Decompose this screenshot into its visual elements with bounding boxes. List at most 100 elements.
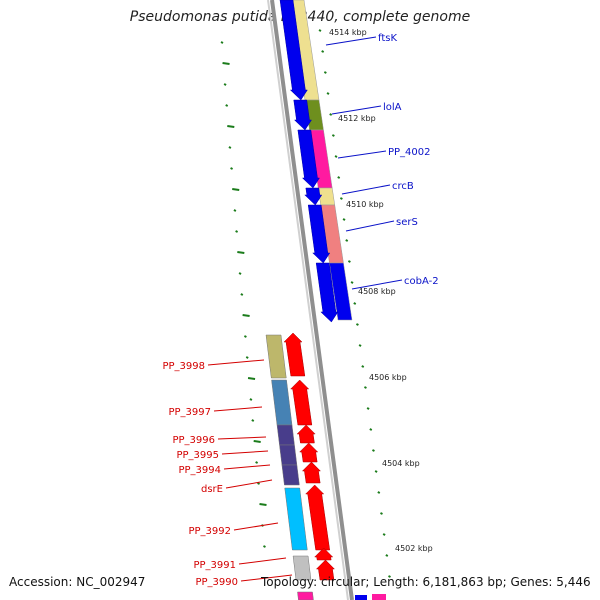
gene-block-PP_3991 <box>292 555 312 581</box>
tick-mark <box>240 293 244 296</box>
tick-mark <box>242 314 250 317</box>
leader-line <box>240 574 293 582</box>
tick-mark <box>255 461 259 464</box>
tick-mark <box>253 440 261 443</box>
scale-label: 4504 kbp <box>382 459 420 468</box>
gene-block-PP_3995 <box>279 444 298 466</box>
tick-mark <box>329 113 333 116</box>
tick-mark <box>263 545 266 548</box>
partial-cds <box>355 595 367 600</box>
gene-label-PP_3997: PP_3997 <box>168 407 211 418</box>
leader-line <box>217 436 267 440</box>
tick-mark <box>337 176 341 179</box>
tick-mark <box>363 386 367 389</box>
gene-label-lolA: lolA <box>383 102 402 113</box>
tick-mark <box>243 335 247 338</box>
leader-line <box>341 184 391 195</box>
scale-label: 4506 kbp <box>369 373 407 382</box>
tick-mark <box>235 230 239 233</box>
scale-label: 4514 kbp <box>329 28 367 37</box>
genome-backbone <box>267 0 354 600</box>
tick-mark <box>259 503 267 506</box>
tick-mark <box>388 575 391 578</box>
reverse-cds-arrow <box>314 547 334 561</box>
reverse-cds-arrow <box>315 559 336 581</box>
tick-marks <box>220 29 391 578</box>
reverse-cds-arrow <box>301 461 322 484</box>
reverse-strand-features <box>265 332 386 600</box>
leader-line <box>207 359 265 366</box>
gene-block-PP_3992 <box>284 487 308 551</box>
tick-mark <box>374 470 378 473</box>
gene-label-dsrE: dsrE <box>201 484 223 495</box>
leader-line <box>223 464 271 470</box>
gene-block-cobA-2 <box>329 262 353 321</box>
gene-label-PP_3991: PP_3991 <box>193 560 236 571</box>
scale-label: 4502 kbp <box>395 544 433 553</box>
tick-mark <box>220 41 224 44</box>
tick-mark <box>223 83 227 86</box>
reverse-cds-arrow <box>305 484 331 551</box>
tick-mark <box>334 155 338 158</box>
scale-label: 4508 kbp <box>358 287 396 296</box>
scale-label: 4512 kbp <box>338 114 376 123</box>
reverse-cds-arrow <box>290 379 313 426</box>
tick-mark <box>345 239 349 242</box>
tick-mark <box>251 419 255 422</box>
tick-mark <box>339 197 343 200</box>
gene-block-PP_3990 <box>297 591 314 600</box>
leader-line <box>233 522 279 531</box>
forward-strand-features <box>279 0 353 323</box>
gene-block-PP_3996 <box>276 424 295 446</box>
tick-mark <box>238 272 242 275</box>
tick-mark <box>380 512 383 515</box>
tick-mark <box>366 407 370 410</box>
tick-mark <box>228 146 232 149</box>
gene-label-ftsK: ftsK <box>378 33 397 44</box>
scale-label: 4510 kbp <box>346 200 384 209</box>
gene-label-PP_3996: PP_3996 <box>172 435 215 446</box>
tick-mark <box>247 377 256 380</box>
leader-line <box>225 479 273 489</box>
tick-mark <box>377 491 381 494</box>
gene-label-PP_3990: PP_3990 <box>195 577 238 588</box>
forward-cds-arrow <box>307 204 331 264</box>
tick-mark <box>232 188 240 191</box>
tick-mark <box>318 29 322 32</box>
partial-cds <box>372 594 386 600</box>
tick-mark <box>225 104 229 107</box>
tick-mark <box>245 356 249 359</box>
tick-mark <box>347 260 351 263</box>
accession-text: Accession: NC_002947 <box>9 575 146 589</box>
gene-label-PP_3994: PP_3994 <box>178 465 221 476</box>
gene-block-PP_3994 <box>281 464 300 486</box>
reverse-cds-arrow <box>299 442 319 463</box>
tick-mark <box>372 449 375 452</box>
gene-label-crcB: crcB <box>392 181 414 192</box>
forward-cds-arrow <box>304 187 323 206</box>
gene-label-serS: serS <box>396 217 418 228</box>
tick-mark <box>369 428 373 431</box>
feature-labels: ftsK lolA PP_4002 crcB serS cobA-2 PP_3998 PP_3… <box>162 33 438 588</box>
gene-label-PP_3995: PP_3995 <box>176 450 219 461</box>
reverse-cds-arrow <box>296 424 316 444</box>
gene-block-PP_3997 <box>271 379 293 426</box>
tick-mark <box>355 323 359 326</box>
gene-label-PP_3992: PP_3992 <box>188 526 231 537</box>
forward-cds-arrow <box>297 129 320 189</box>
reverse-cds-arrow <box>283 332 306 377</box>
tick-mark <box>321 50 325 53</box>
gene-block-PP_3998 <box>265 334 287 379</box>
tick-mark <box>342 218 346 221</box>
tick-mark <box>361 365 365 368</box>
leader-line <box>337 150 387 159</box>
leader-line <box>238 557 287 565</box>
leader-line <box>213 406 263 412</box>
topology-text: Topology: circular; Length: 6,181,863 bp… <box>261 575 591 589</box>
tick-mark <box>237 251 245 254</box>
tick-mark <box>323 71 327 74</box>
tick-mark <box>326 92 330 95</box>
leader-line <box>331 105 382 115</box>
tick-mark <box>257 482 260 485</box>
forward-cds-arrow <box>293 99 312 131</box>
